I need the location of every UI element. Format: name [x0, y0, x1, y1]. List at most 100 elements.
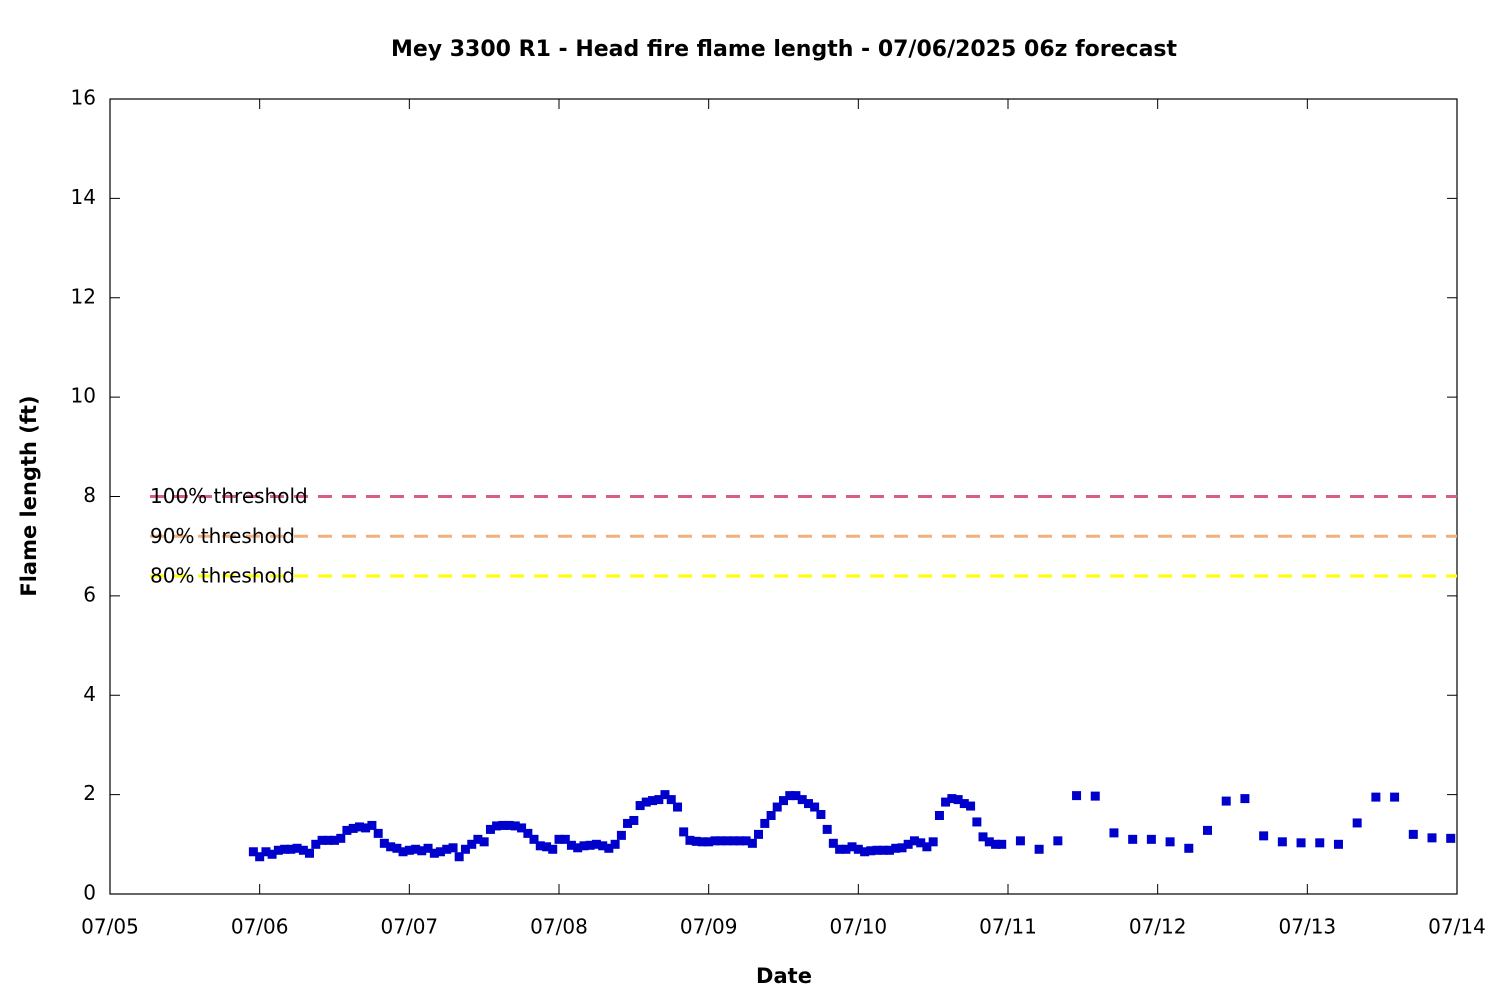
- y-tick-label: 14: [71, 185, 96, 209]
- data-point: [1296, 838, 1306, 848]
- data-point: [959, 799, 969, 809]
- data-point: [934, 810, 944, 820]
- data-point: [460, 844, 470, 854]
- data-point: [386, 842, 396, 852]
- data-point: [305, 848, 315, 858]
- data-point: [423, 843, 433, 853]
- data-point: [716, 836, 726, 846]
- data-point: [1352, 818, 1362, 828]
- data-point: [891, 843, 901, 853]
- threshold-label: 100% threshold: [150, 484, 308, 508]
- data-point: [828, 838, 838, 848]
- data-point: [1090, 791, 1100, 801]
- data-point: [1109, 828, 1119, 838]
- data-point: [1072, 791, 1082, 801]
- data-point: [816, 810, 826, 819]
- threshold-label: 90% threshold: [150, 524, 295, 548]
- data-point: [941, 797, 951, 807]
- data-point: [884, 845, 894, 855]
- data-point: [392, 843, 402, 853]
- data-point: [367, 820, 377, 830]
- y-tick-label: 12: [71, 284, 96, 308]
- data-point: [947, 794, 957, 804]
- x-tick-label: 07/14: [1428, 915, 1486, 939]
- data-point: [997, 839, 1007, 849]
- data-point: [1146, 834, 1156, 844]
- data-point: [342, 825, 352, 835]
- data-point: [435, 847, 445, 857]
- data-point: [641, 797, 651, 807]
- data-point: [779, 796, 788, 806]
- data-point: [286, 844, 296, 854]
- x-tick-label: 07/09: [680, 915, 738, 939]
- data-point: [897, 843, 907, 853]
- data-point: [1446, 833, 1456, 843]
- data-point: [1128, 834, 1138, 844]
- y-tick-label: 0: [83, 881, 96, 905]
- data-point: [1053, 836, 1063, 846]
- data-point: [504, 820, 514, 830]
- data-point: [822, 824, 832, 834]
- data-point: [1427, 833, 1437, 843]
- data-point: [785, 791, 795, 801]
- data-point: [1240, 794, 1250, 804]
- data-point: [860, 847, 870, 857]
- chart-title: Mey 3300 R1 - Head fire flame length - 0…: [391, 37, 1178, 62]
- data-point: [735, 836, 745, 846]
- y-tick-label: 4: [83, 682, 96, 706]
- data-point: [517, 823, 527, 833]
- data-point: [1184, 843, 1194, 853]
- data-point: [1333, 839, 1343, 849]
- data-point: [666, 795, 676, 805]
- data-point: [766, 810, 776, 820]
- data-point: [872, 845, 882, 855]
- data-point: [448, 843, 458, 853]
- data-point: [741, 836, 751, 846]
- data-point: [654, 795, 664, 805]
- data-point: [1408, 829, 1418, 839]
- data-point: [722, 836, 732, 846]
- x-tick-label: 07/05: [81, 915, 139, 939]
- data-point: [916, 838, 926, 848]
- data-point: [1259, 831, 1269, 841]
- data-point: [878, 845, 888, 855]
- data-point: [542, 842, 552, 852]
- data-point: [754, 829, 764, 839]
- y-tick-label: 8: [83, 483, 96, 507]
- data-point: [585, 840, 595, 850]
- data-point: [598, 841, 608, 851]
- data-point: [729, 836, 739, 846]
- data-point: [348, 823, 358, 833]
- data-point: [635, 801, 645, 811]
- data-point: [966, 801, 976, 811]
- data-point: [791, 791, 801, 801]
- data-point: [379, 838, 389, 848]
- data-point: [866, 846, 876, 856]
- data-point: [273, 845, 283, 855]
- data-point: [1034, 844, 1044, 854]
- data-point: [1277, 837, 1287, 847]
- data-point: [922, 842, 932, 852]
- data-point: [454, 852, 464, 862]
- data-point: [492, 821, 502, 831]
- data-point: [847, 842, 857, 852]
- data-point: [485, 824, 495, 834]
- data-point: [361, 823, 371, 833]
- data-point: [853, 844, 863, 854]
- data-point: [1371, 792, 1381, 802]
- data-point: [248, 847, 258, 857]
- data-point: [566, 840, 576, 850]
- data-point: [573, 843, 583, 853]
- data-point: [373, 828, 383, 838]
- data-point: [1015, 836, 1025, 846]
- data-point: [336, 833, 346, 843]
- data-point: [523, 828, 533, 838]
- data-point: [280, 844, 290, 854]
- data-point: [548, 844, 558, 854]
- data-point: [691, 836, 701, 846]
- x-tick-label: 07/13: [1279, 915, 1337, 939]
- x-tick-label: 07/07: [381, 915, 439, 939]
- data-point: [810, 802, 820, 812]
- data-point: [928, 837, 938, 847]
